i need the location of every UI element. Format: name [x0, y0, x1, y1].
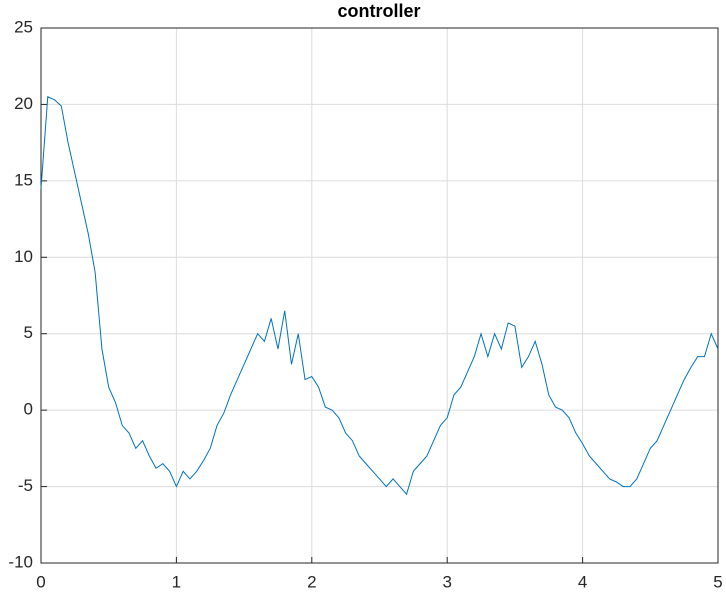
x-tick-label: 3 — [442, 572, 451, 591]
y-tick-label: -5 — [18, 476, 33, 495]
x-tick-label: 0 — [36, 572, 45, 591]
x-tick-label: 2 — [307, 572, 316, 591]
x-tick-label: 4 — [578, 572, 587, 591]
y-tick-label: -10 — [8, 552, 33, 571]
line — [40, 96, 719, 496]
x-tick-label: 5 — [713, 572, 722, 591]
plot-frame — [40, 27, 719, 564]
y-tick-label: 0 — [24, 400, 33, 419]
x-tick-label: 1 — [172, 572, 181, 591]
y-tick-label: 20 — [14, 94, 33, 113]
y-tick-label: 15 — [14, 170, 33, 189]
y-tick-label: 5 — [24, 323, 33, 342]
y-tick-label: 25 — [14, 17, 33, 36]
chart-title: controller — [337, 1, 420, 21]
y-tick-label: 10 — [14, 247, 33, 266]
